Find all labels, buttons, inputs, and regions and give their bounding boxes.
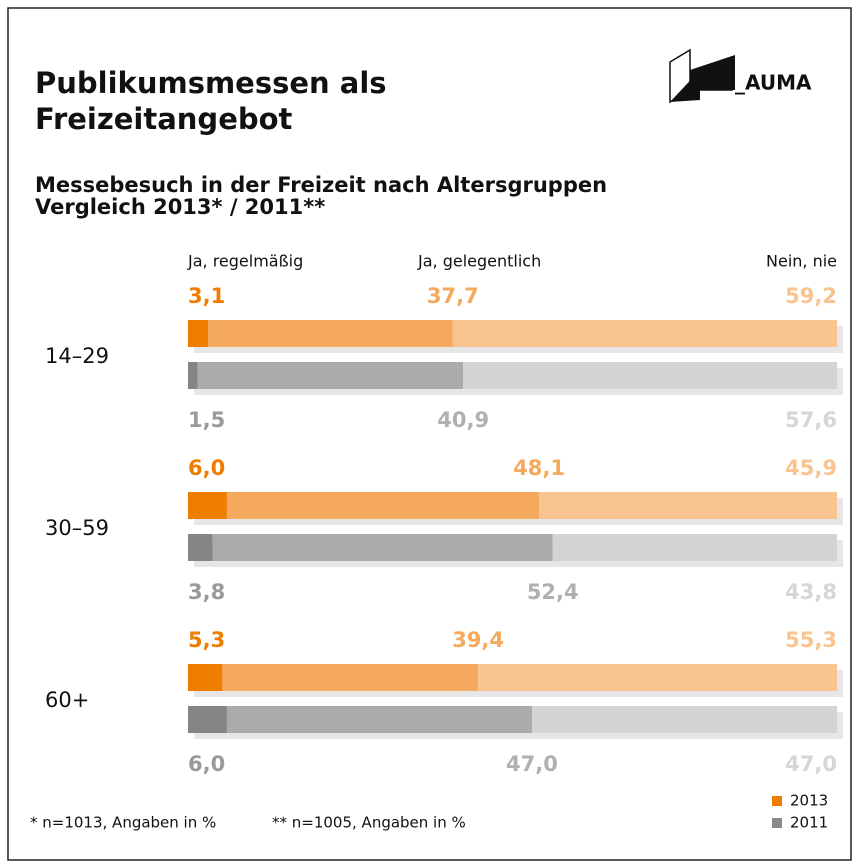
bar-segment xyxy=(188,492,227,519)
bar-segment xyxy=(222,664,479,691)
legend-label: 2011 xyxy=(790,814,828,832)
bar-segment xyxy=(188,706,227,733)
bar-segment xyxy=(212,534,553,561)
value-label: 55,3 xyxy=(785,628,837,652)
legend-swatch xyxy=(772,818,782,828)
value-label: 47,0 xyxy=(785,752,837,776)
bar-segment xyxy=(531,706,837,733)
value-label: 37,7 xyxy=(427,284,479,308)
chart-subtitle: Vergleich 2013* / 2011** xyxy=(35,195,325,219)
segment-name: Nein, nie xyxy=(766,252,837,271)
chart-title: Freizeitangebot xyxy=(35,102,293,136)
footnote: * n=1013, Angaben in % xyxy=(30,814,216,832)
bar-segment xyxy=(188,320,209,347)
chart-subtitle: Messebesuch in der Freizeit nach Altersg… xyxy=(35,173,607,197)
value-label: 47,0 xyxy=(506,752,558,776)
bar-segment xyxy=(188,362,198,389)
value-label: 6,0 xyxy=(188,752,225,776)
bar-segment xyxy=(208,320,453,347)
legend-label: 2013 xyxy=(790,792,828,810)
segment-name: Ja, regelmäßig xyxy=(187,252,303,271)
value-label: 39,4 xyxy=(452,628,504,652)
bar-segment xyxy=(463,362,837,389)
segment-name: Ja, gelegentlich xyxy=(417,252,541,271)
value-label: 59,2 xyxy=(785,284,837,308)
logo-icon xyxy=(669,48,735,104)
bar-segment xyxy=(188,664,223,691)
bar-segment xyxy=(226,706,532,733)
bar-segment xyxy=(552,534,837,561)
value-label: 45,9 xyxy=(785,456,837,480)
category-label: 30–59 xyxy=(45,516,109,540)
category-label: 60+ xyxy=(45,688,89,712)
value-label: 40,9 xyxy=(437,408,489,432)
value-label: 3,1 xyxy=(188,284,225,308)
bar-segment xyxy=(226,492,540,519)
legend-swatch xyxy=(772,796,782,806)
value-label: 5,3 xyxy=(188,628,225,652)
bar-segment xyxy=(188,534,213,561)
bar-segment xyxy=(478,664,837,691)
bar-segment xyxy=(539,492,837,519)
category-label: 14–29 xyxy=(45,344,109,368)
value-label: 3,8 xyxy=(188,580,225,604)
logo-text: _AUMA xyxy=(735,71,812,95)
footnote: ** n=1005, Angaben in % xyxy=(272,814,466,832)
value-label: 6,0 xyxy=(188,456,225,480)
value-label: 52,4 xyxy=(527,580,579,604)
frame xyxy=(7,7,852,861)
value-label: 48,1 xyxy=(513,456,565,480)
chart-title: Publikumsmessen als xyxy=(35,66,387,100)
bar-segment xyxy=(452,320,837,347)
bar-segment xyxy=(197,362,464,389)
value-label: 43,8 xyxy=(785,580,837,604)
value-label: 1,5 xyxy=(188,408,225,432)
value-label: 57,6 xyxy=(785,408,837,432)
